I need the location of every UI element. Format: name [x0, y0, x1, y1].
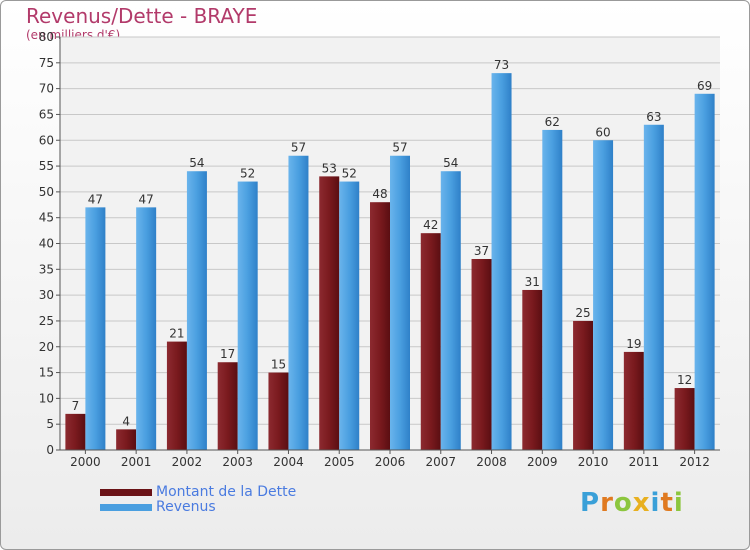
y-tick-label: 65 [39, 107, 54, 121]
x-tick-label: 2010 [578, 455, 609, 469]
bar-debt [116, 429, 137, 450]
y-tick-label: 25 [39, 314, 54, 328]
y-tick-label: 40 [39, 237, 54, 251]
y-tick-label: 35 [39, 262, 54, 276]
bar-debt [522, 289, 543, 450]
bar-revenus [390, 155, 410, 451]
data-label: 12 [677, 373, 692, 387]
logo-letter: x [632, 488, 651, 518]
x-tick-label: 2008 [476, 455, 507, 469]
data-label: 69 [697, 79, 712, 93]
logo-letter: t [660, 488, 674, 518]
data-label: 62 [545, 115, 560, 129]
bar-revenus [186, 171, 207, 450]
y-tick-label: 50 [39, 185, 54, 199]
data-label: 60 [595, 125, 610, 139]
x-tick-label: 2002 [172, 455, 203, 469]
data-label: 54 [189, 156, 204, 170]
data-label: 54 [443, 156, 458, 170]
x-tick-label: 2005 [324, 455, 355, 469]
bar-debt [370, 202, 390, 450]
data-label: 52 [240, 167, 255, 181]
bar-revenus [339, 181, 360, 451]
data-label: 4 [122, 414, 130, 428]
logo-letter: P [580, 488, 601, 518]
legend-label-debt: Montant de la Dette [156, 484, 297, 500]
data-label: 42 [423, 218, 438, 232]
y-tick-label: 15 [39, 366, 54, 380]
logo-letter: r [600, 488, 614, 518]
bar-revenus [440, 171, 461, 450]
data-label: 7 [72, 399, 80, 413]
y-tick-label: 45 [39, 211, 54, 225]
y-tick-label: 60 [39, 133, 54, 147]
data-label: 57 [291, 141, 306, 155]
x-tick-label: 2001 [121, 455, 152, 469]
y-tick-label: 80 [39, 30, 54, 44]
y-tick-label: 20 [39, 340, 54, 354]
x-tick-label: 2012 [679, 455, 710, 469]
y-tick-label: 75 [39, 56, 54, 70]
logo-letter: i [650, 488, 661, 518]
data-label: 17 [220, 347, 235, 361]
data-label: 53 [322, 161, 337, 175]
bar-debt [65, 413, 86, 450]
data-label: 37 [474, 244, 489, 258]
bar-revenus [694, 93, 715, 450]
data-label: 21 [169, 327, 184, 341]
x-tick-label: 2009 [527, 455, 558, 469]
data-label: 63 [646, 110, 661, 124]
legend-label-revenus: Revenus [156, 499, 216, 515]
bar-debt [268, 372, 289, 450]
bar-revenus [593, 140, 614, 450]
bar-revenus [491, 73, 512, 450]
proxiti-logo: Proxiti [580, 488, 684, 518]
x-tick-label: 2000 [70, 455, 101, 469]
bar-revenus [643, 124, 664, 450]
bar-debt [166, 341, 187, 450]
data-label: 31 [525, 275, 540, 289]
data-label: 57 [392, 141, 407, 155]
data-label: 73 [494, 58, 509, 72]
x-tick-label: 2011 [629, 455, 660, 469]
bar-revenus [288, 155, 309, 451]
y-tick-label: 0 [46, 443, 54, 457]
bar-debt [573, 320, 594, 450]
legend-swatch-revenus [100, 504, 152, 511]
x-tick-label: 2007 [425, 455, 456, 469]
x-tick-label: 2003 [222, 455, 253, 469]
data-label: 47 [139, 192, 154, 206]
logo-letter: i [673, 488, 684, 518]
bar-debt [471, 258, 492, 450]
data-label: 19 [626, 337, 641, 351]
data-label: 15 [271, 358, 286, 372]
x-tick-label: 2004 [273, 455, 304, 469]
legend-swatch-debt [100, 489, 152, 496]
bar-debt [623, 351, 644, 450]
y-tick-label: 5 [46, 417, 54, 431]
logo-letter: o [613, 488, 633, 518]
data-label: 47 [88, 192, 103, 206]
bar-debt [217, 362, 238, 450]
bar-revenus [85, 207, 106, 450]
x-tick-label: 2006 [375, 455, 406, 469]
bar-revenus [237, 181, 258, 451]
y-tick-label: 30 [39, 288, 54, 302]
data-label: 48 [372, 187, 387, 201]
bar-debt [420, 233, 441, 450]
y-tick-label: 10 [39, 391, 54, 405]
bar-revenus [542, 129, 563, 451]
y-tick-label: 70 [39, 82, 54, 96]
chart-title: Revenus/Dette - BRAYE [26, 4, 258, 28]
bar-debt [674, 388, 695, 450]
data-label: 52 [342, 167, 357, 181]
y-tick-label: 55 [39, 159, 54, 173]
bar-debt [319, 176, 340, 450]
data-label: 25 [575, 306, 590, 320]
bar-revenus [136, 207, 157, 450]
